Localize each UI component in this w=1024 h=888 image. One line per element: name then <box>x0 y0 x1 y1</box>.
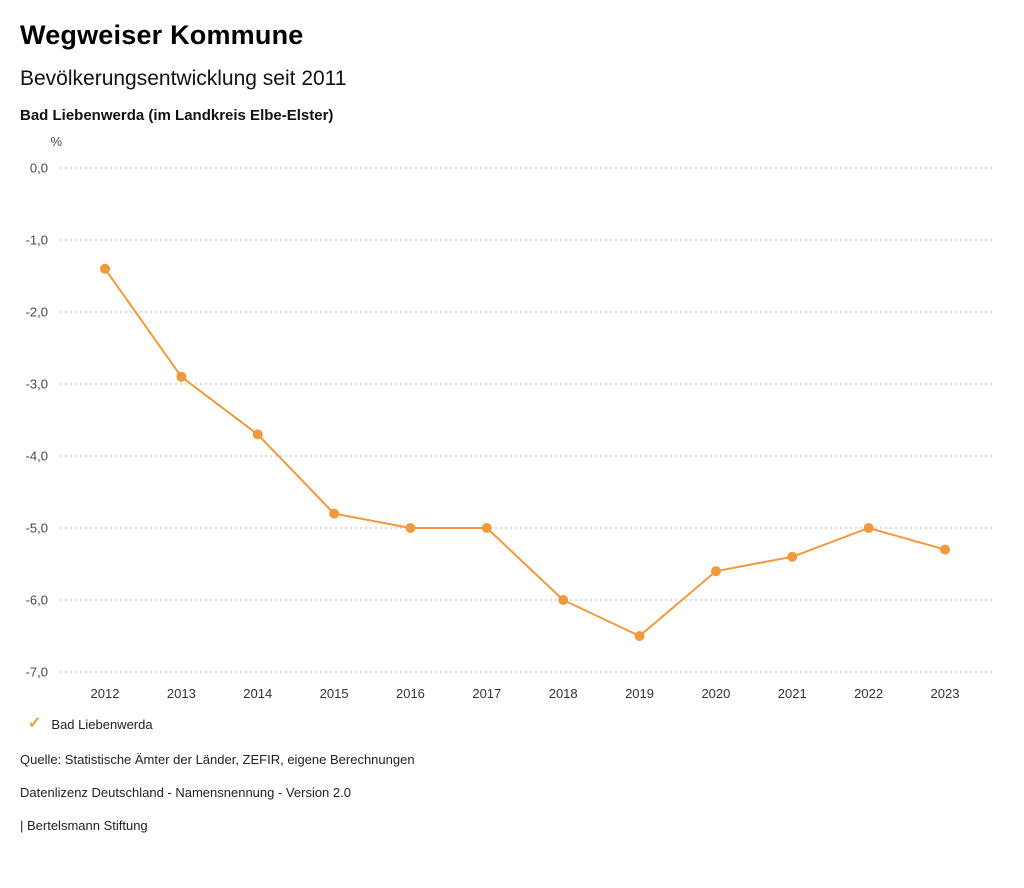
source-note: Quelle: Statistische Ämter der Länder, Z… <box>20 752 415 767</box>
y-axis-tick-label: -7,0 <box>26 665 48 680</box>
data-point[interactable] <box>176 371 187 382</box>
data-point[interactable] <box>634 631 645 641</box>
x-axis-tick-label: 2016 <box>396 686 425 701</box>
chart-legend: ✓ Bad Liebenwerda <box>28 716 1024 732</box>
data-point[interactable] <box>558 595 569 605</box>
license-note: Datenlizenz Deutschland - Namensnennung … <box>20 785 351 800</box>
x-axis-tick-label: 2012 <box>91 686 120 701</box>
x-axis-tick-label: 2022 <box>854 686 883 701</box>
x-axis-tick-label: 2017 <box>472 686 501 701</box>
data-point[interactable] <box>787 551 798 562</box>
y-axis-tick-label: -2,0 <box>26 305 48 320</box>
y-axis-tick-label: -1,0 <box>26 233 48 248</box>
y-axis-tick-label: -5,0 <box>26 521 48 536</box>
x-axis-tick-label: 2021 <box>778 686 807 701</box>
x-axis-tick-label: 2023 <box>931 686 960 701</box>
legend-item-label[interactable]: Bad Liebenwerda <box>51 716 153 732</box>
data-point[interactable] <box>710 566 721 577</box>
x-axis-tick-label: 2018 <box>549 686 578 701</box>
app-title: Wegweiser Kommune <box>20 20 304 50</box>
data-point[interactable] <box>863 523 874 533</box>
data-point[interactable] <box>329 508 340 519</box>
attribution-note: | Bertelsmann Stiftung <box>20 818 148 833</box>
chart-footer: Quelle: Statistische Ämter der Länder, Z… <box>20 752 1024 833</box>
x-axis-tick-label: 2019 <box>625 686 654 701</box>
chart-location-subtitle: Bad Liebenwerda (im Landkreis Elbe-Elste… <box>20 107 334 124</box>
data-point[interactable] <box>100 263 110 274</box>
chart-area: % 0,0 -1,0 -2,0 -3,0 -4,0 -5,0 -6,0 -7,0 2012 2013… <box>0 128 1024 710</box>
data-point[interactable] <box>252 429 263 440</box>
x-axis-tick-label: 2015 <box>320 686 349 701</box>
x-axis-tick-label: 2020 <box>701 686 730 701</box>
data-point[interactable] <box>405 523 416 533</box>
data-point[interactable] <box>481 523 492 533</box>
y-axis-unit-label: % <box>50 134 62 149</box>
series-line <box>104 267 946 637</box>
checkmark-icon[interactable]: ✓ <box>28 715 42 732</box>
y-axis-tick-label: 0,0 <box>30 161 48 176</box>
chart-title: Bevölkerungsentwicklung seit 2011 <box>20 67 347 90</box>
data-point[interactable] <box>940 544 950 555</box>
x-axis-tick-label: 2014 <box>243 686 272 701</box>
population-line-chart: %0,0 -1,0 -2,0 -3,0 -4,0 -5,0 -6,0 -7,0 2012 2013… <box>26 134 992 701</box>
y-axis-tick-label: -3,0 <box>26 377 48 392</box>
chart-header: Wegweiser Kommune Bevölkerungsentwicklun… <box>0 0 1024 124</box>
y-axis-tick-label: -4,0 <box>26 449 48 464</box>
y-axis-tick-label: -6,0 <box>26 593 48 608</box>
x-axis-tick-label: 2013 <box>167 686 196 701</box>
